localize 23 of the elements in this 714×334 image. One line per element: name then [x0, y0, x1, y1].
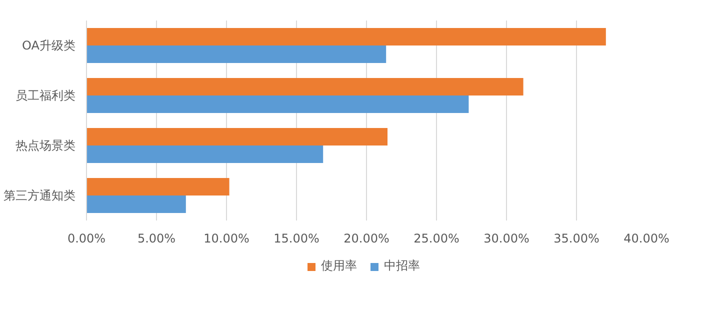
y-tick-label: 员工福利类 — [16, 88, 76, 102]
x-tick-label: 20.00% — [344, 232, 390, 246]
bar — [86, 96, 469, 113]
y-tick-label: 热点场景类 — [16, 138, 76, 152]
x-tick-label: 35.00% — [554, 232, 600, 246]
x-tick-label: 30.00% — [484, 232, 530, 246]
bar — [86, 196, 186, 213]
legend-label: 使用率 — [321, 258, 357, 274]
x-tick-label: 40.00% — [624, 232, 670, 246]
y-tick-label: OA升级类 — [22, 38, 76, 52]
bar — [86, 178, 230, 196]
x-tick-label: 10.00% — [204, 232, 250, 246]
bar — [86, 146, 324, 163]
bar — [86, 28, 606, 46]
x-tick-label: 15.00% — [274, 232, 320, 246]
x-tick-label: 5.00% — [137, 232, 176, 246]
x-tick-label: 25.00% — [414, 232, 460, 246]
bar — [86, 78, 524, 96]
x-tick-label: 0.00% — [67, 232, 106, 246]
y-tick-label: 第三方通知类 — [4, 188, 76, 202]
bar — [86, 128, 388, 146]
legend-label: 中招率 — [384, 258, 420, 274]
bar — [86, 46, 386, 63]
